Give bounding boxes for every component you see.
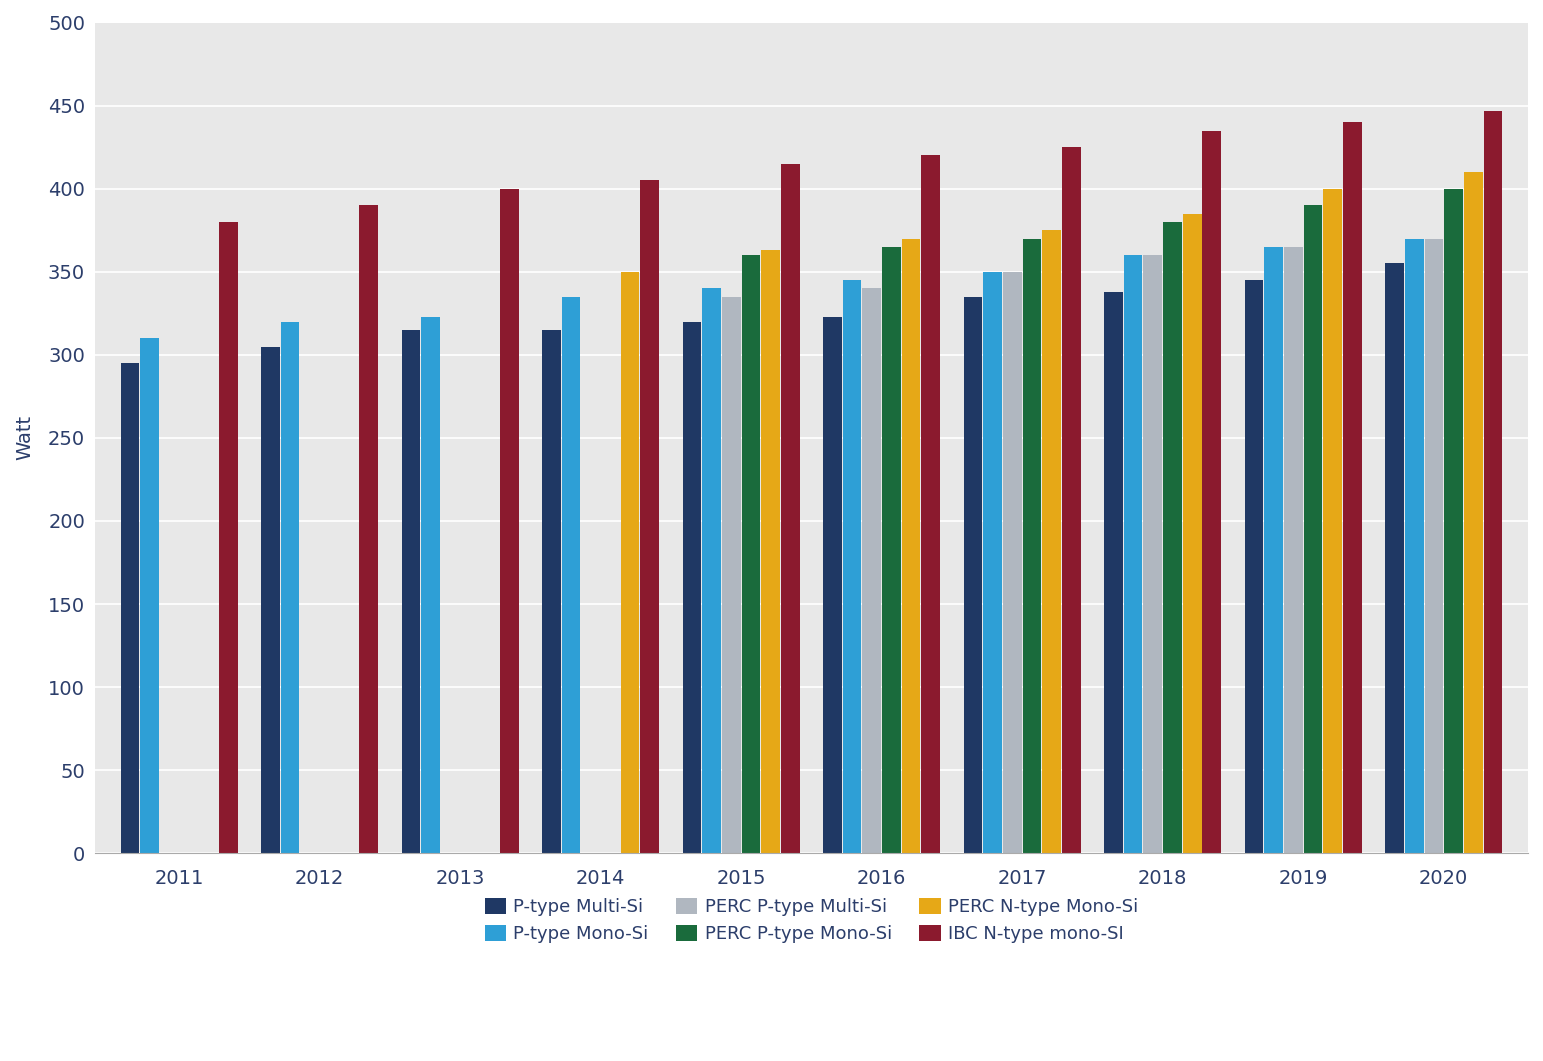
Bar: [261, 347, 279, 853]
Bar: [742, 255, 761, 853]
Bar: [360, 205, 378, 853]
Bar: [421, 316, 440, 853]
Bar: [1143, 255, 1162, 853]
Bar: [120, 363, 139, 853]
Bar: [1123, 255, 1142, 853]
Bar: [883, 247, 901, 853]
Bar: [1202, 131, 1221, 853]
Bar: [682, 321, 701, 853]
Bar: [1304, 205, 1322, 853]
Bar: [781, 163, 799, 853]
Bar: [901, 239, 921, 853]
Y-axis label: Watt: Watt: [15, 415, 34, 460]
Bar: [140, 338, 159, 853]
Bar: [1464, 172, 1483, 853]
Bar: [822, 316, 842, 853]
Bar: [1062, 147, 1080, 853]
Bar: [542, 330, 560, 853]
Bar: [1183, 213, 1202, 853]
Bar: [1404, 239, 1424, 853]
Bar: [722, 297, 741, 853]
Bar: [1342, 122, 1362, 853]
Bar: [620, 272, 639, 853]
Bar: [842, 280, 861, 853]
Bar: [983, 272, 1001, 853]
Bar: [863, 289, 881, 853]
Bar: [1324, 189, 1342, 853]
Bar: [1264, 247, 1284, 853]
Bar: [219, 222, 238, 853]
Bar: [281, 321, 299, 853]
Bar: [401, 330, 420, 853]
Bar: [1483, 110, 1503, 853]
Bar: [1043, 230, 1062, 853]
Bar: [761, 250, 779, 853]
Bar: [1386, 263, 1404, 853]
Bar: [964, 297, 983, 853]
Bar: [1444, 189, 1463, 853]
Bar: [1245, 280, 1264, 853]
Bar: [640, 180, 659, 853]
Bar: [1424, 239, 1443, 853]
Bar: [500, 189, 518, 853]
Bar: [702, 289, 721, 853]
Bar: [1003, 272, 1021, 853]
Bar: [1284, 247, 1302, 853]
Bar: [921, 155, 940, 853]
Legend: P-type Multi-Si, P-type Mono-Si, PERC P-type Multi-Si, PERC P-type Mono-Si, PERC: P-type Multi-Si, P-type Mono-Si, PERC P-…: [475, 889, 1146, 953]
Bar: [1023, 239, 1042, 853]
Bar: [1163, 222, 1182, 853]
Bar: [562, 297, 580, 853]
Bar: [1105, 292, 1123, 853]
